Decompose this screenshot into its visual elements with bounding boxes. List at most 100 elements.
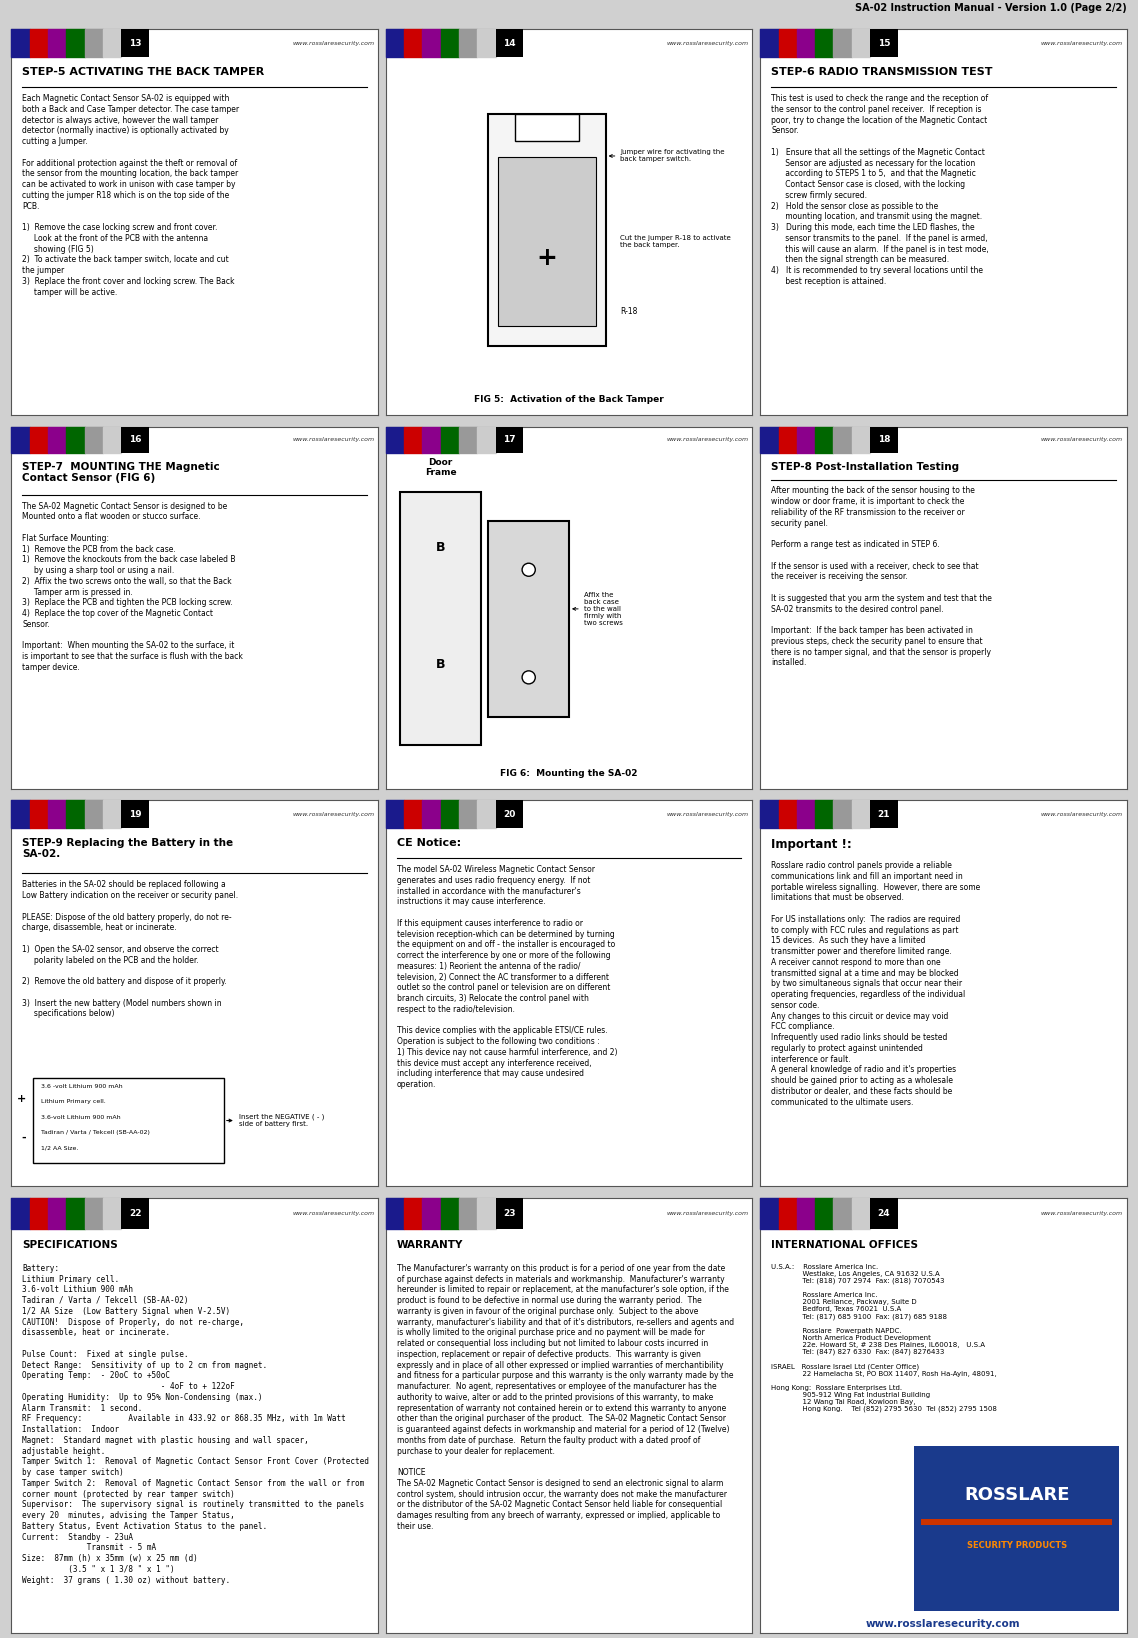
Text: This test is used to check the range and the reception of
the sensor to the cont: This test is used to check the range and…	[772, 95, 989, 287]
Bar	[401, 491, 481, 745]
Text: www.rosslaresecurity.com: www.rosslaresecurity.com	[292, 41, 374, 46]
Bar	[386, 29, 404, 57]
Bar	[797, 29, 815, 57]
Text: Lithium Primary cell.: Lithium Primary cell.	[41, 1099, 106, 1104]
Bar	[33, 1078, 224, 1163]
Bar	[478, 426, 496, 452]
Text: B: B	[436, 541, 445, 554]
Bar	[440, 29, 459, 57]
Text: Battery:
Lithium Primary cell.
3.6-volt Lithium 900 mAh
Tadiran / Varta / Tekcel: Battery: Lithium Primary cell. 3.6-volt …	[23, 1265, 369, 1584]
Bar	[66, 426, 84, 452]
Text: www.rosslaresecurity.com: www.rosslaresecurity.com	[1041, 437, 1123, 442]
Bar	[459, 29, 478, 57]
Text: www.rosslaresecurity.com: www.rosslaresecurity.com	[292, 437, 374, 442]
Bar	[478, 801, 496, 829]
Text: 20: 20	[503, 809, 516, 819]
Bar	[871, 29, 898, 57]
Bar	[778, 29, 797, 57]
Text: 15: 15	[877, 39, 890, 48]
Bar	[422, 29, 440, 57]
Bar	[514, 115, 579, 141]
Bar	[30, 426, 48, 452]
Bar	[833, 1197, 851, 1228]
Bar	[496, 426, 523, 452]
Text: 3.6-volt Lithium 900 mAh: 3.6-volt Lithium 900 mAh	[41, 1115, 121, 1120]
Bar	[871, 426, 898, 452]
Text: SECURITY PRODUCTS: SECURITY PRODUCTS	[966, 1541, 1066, 1550]
Bar	[778, 1197, 797, 1228]
Bar	[386, 1197, 404, 1228]
Bar	[30, 1197, 48, 1228]
Bar	[84, 426, 102, 452]
Bar	[797, 426, 815, 452]
Bar	[66, 1197, 84, 1228]
Text: Insert the NEGATIVE ( - )
side of battery first.: Insert the NEGATIVE ( - ) side of batter…	[226, 1114, 324, 1127]
Text: INTERNATIONAL OFFICES: INTERNATIONAL OFFICES	[772, 1240, 918, 1250]
Bar	[797, 801, 815, 829]
Bar	[833, 29, 851, 57]
Text: 14: 14	[503, 39, 516, 48]
Bar	[422, 1197, 440, 1228]
Bar	[778, 426, 797, 452]
Bar	[459, 426, 478, 452]
Bar	[122, 1197, 149, 1228]
Bar	[851, 1197, 871, 1228]
Bar	[404, 801, 422, 829]
Bar	[440, 801, 459, 829]
Text: U.S.A.:    Rosslare America Inc.
              Westlake, Los Angeles, CA 91632 U: U.S.A.: Rosslare America Inc. Westlake, …	[772, 1265, 997, 1412]
Bar	[488, 521, 569, 716]
Bar	[122, 426, 149, 452]
Bar	[122, 801, 149, 829]
Bar	[66, 29, 84, 57]
Bar	[914, 1446, 1120, 1612]
Circle shape	[522, 672, 535, 685]
Bar	[102, 1197, 122, 1228]
Bar	[871, 801, 898, 829]
Bar	[478, 29, 496, 57]
Bar	[851, 29, 871, 57]
Bar	[488, 115, 605, 346]
Text: 23: 23	[503, 1209, 516, 1217]
Text: The Manufacturer's warranty on this product is for a period of one year from the: The Manufacturer's warranty on this prod…	[397, 1265, 734, 1532]
Bar	[496, 29, 523, 57]
Text: B: B	[436, 658, 445, 672]
Bar	[48, 29, 66, 57]
Bar	[422, 801, 440, 829]
Bar	[404, 29, 422, 57]
Text: www.rosslaresecurity.com: www.rosslaresecurity.com	[292, 1210, 374, 1215]
Text: STEP-5 ACTIVATING THE BACK TAMPER: STEP-5 ACTIVATING THE BACK TAMPER	[23, 67, 265, 77]
Bar	[48, 426, 66, 452]
Bar	[386, 426, 404, 452]
Text: STEP-8 Post-Installation Testing: STEP-8 Post-Installation Testing	[772, 462, 959, 472]
Text: www.rosslaresecurity.com: www.rosslaresecurity.com	[1041, 41, 1123, 46]
Text: 24: 24	[877, 1209, 890, 1217]
Text: +: +	[537, 246, 558, 270]
Bar	[386, 801, 404, 829]
Text: Tadiran / Varta / Tekcell (SB-AA-02): Tadiran / Varta / Tekcell (SB-AA-02)	[41, 1130, 149, 1135]
Bar	[871, 1197, 898, 1228]
Text: FIG 6:  Mounting the SA-02: FIG 6: Mounting the SA-02	[501, 770, 637, 778]
Circle shape	[522, 563, 535, 577]
Text: 3.6 -volt Lithium 900 mAh: 3.6 -volt Lithium 900 mAh	[41, 1084, 122, 1089]
Bar	[440, 426, 459, 452]
Bar	[404, 426, 422, 452]
Text: FIG 5:  Activation of the Back Tamper: FIG 5: Activation of the Back Tamper	[475, 395, 663, 403]
Bar	[48, 801, 66, 829]
Bar	[496, 801, 523, 829]
Text: www.rosslaresecurity.com: www.rosslaresecurity.com	[667, 812, 749, 817]
Bar	[84, 29, 102, 57]
Bar	[459, 1197, 478, 1228]
Bar	[102, 801, 122, 829]
Text: Each Magnetic Contact Sensor SA-02 is equipped with
both a Back and Case Tamper : Each Magnetic Contact Sensor SA-02 is eq…	[23, 95, 239, 296]
Text: www.rosslaresecurity.com: www.rosslaresecurity.com	[667, 41, 749, 46]
Text: www.rosslaresecurity.com: www.rosslaresecurity.com	[292, 812, 374, 817]
Bar	[815, 801, 833, 829]
Bar	[833, 801, 851, 829]
Bar	[815, 426, 833, 452]
Bar	[760, 1197, 778, 1228]
Text: www.rosslaresecurity.com: www.rosslaresecurity.com	[1041, 812, 1123, 817]
Bar	[440, 1197, 459, 1228]
Text: Jumper wire for activating the
back tamper switch.: Jumper wire for activating the back tamp…	[610, 149, 725, 162]
Text: Door
Frame: Door Frame	[424, 459, 456, 477]
Bar	[48, 1197, 66, 1228]
